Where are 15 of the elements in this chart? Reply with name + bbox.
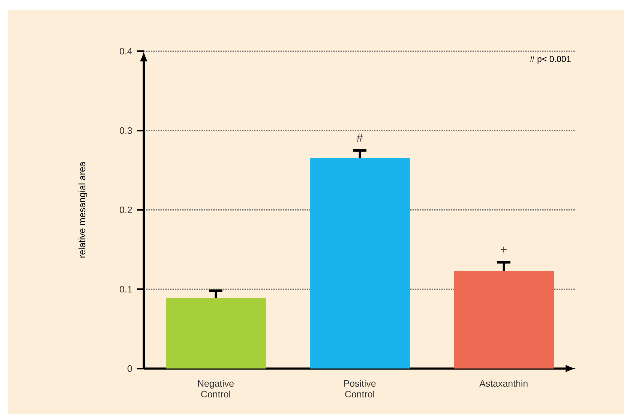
x-tick-label: Positive Control: [344, 380, 376, 398]
annotation: #: [356, 134, 364, 142]
y-tick-label: 0.2: [120, 206, 132, 214]
x-tick-label: Astaxanthin: [480, 380, 528, 388]
bar: [166, 298, 266, 369]
annotation: # p< 0.001: [530, 56, 571, 64]
bar: [454, 271, 554, 369]
bar: [310, 158, 410, 369]
y-tick-label: 0: [128, 365, 132, 372]
y-tick-label: 0.3: [120, 127, 132, 134]
annotation: +: [501, 246, 507, 253]
y-axis-title: relative mesangial area: [78, 162, 88, 258]
x-tick-label: Negative Control: [198, 380, 234, 398]
y-tick-label: 0.1: [120, 286, 132, 293]
y-tick-label: 0.4: [120, 48, 132, 55]
